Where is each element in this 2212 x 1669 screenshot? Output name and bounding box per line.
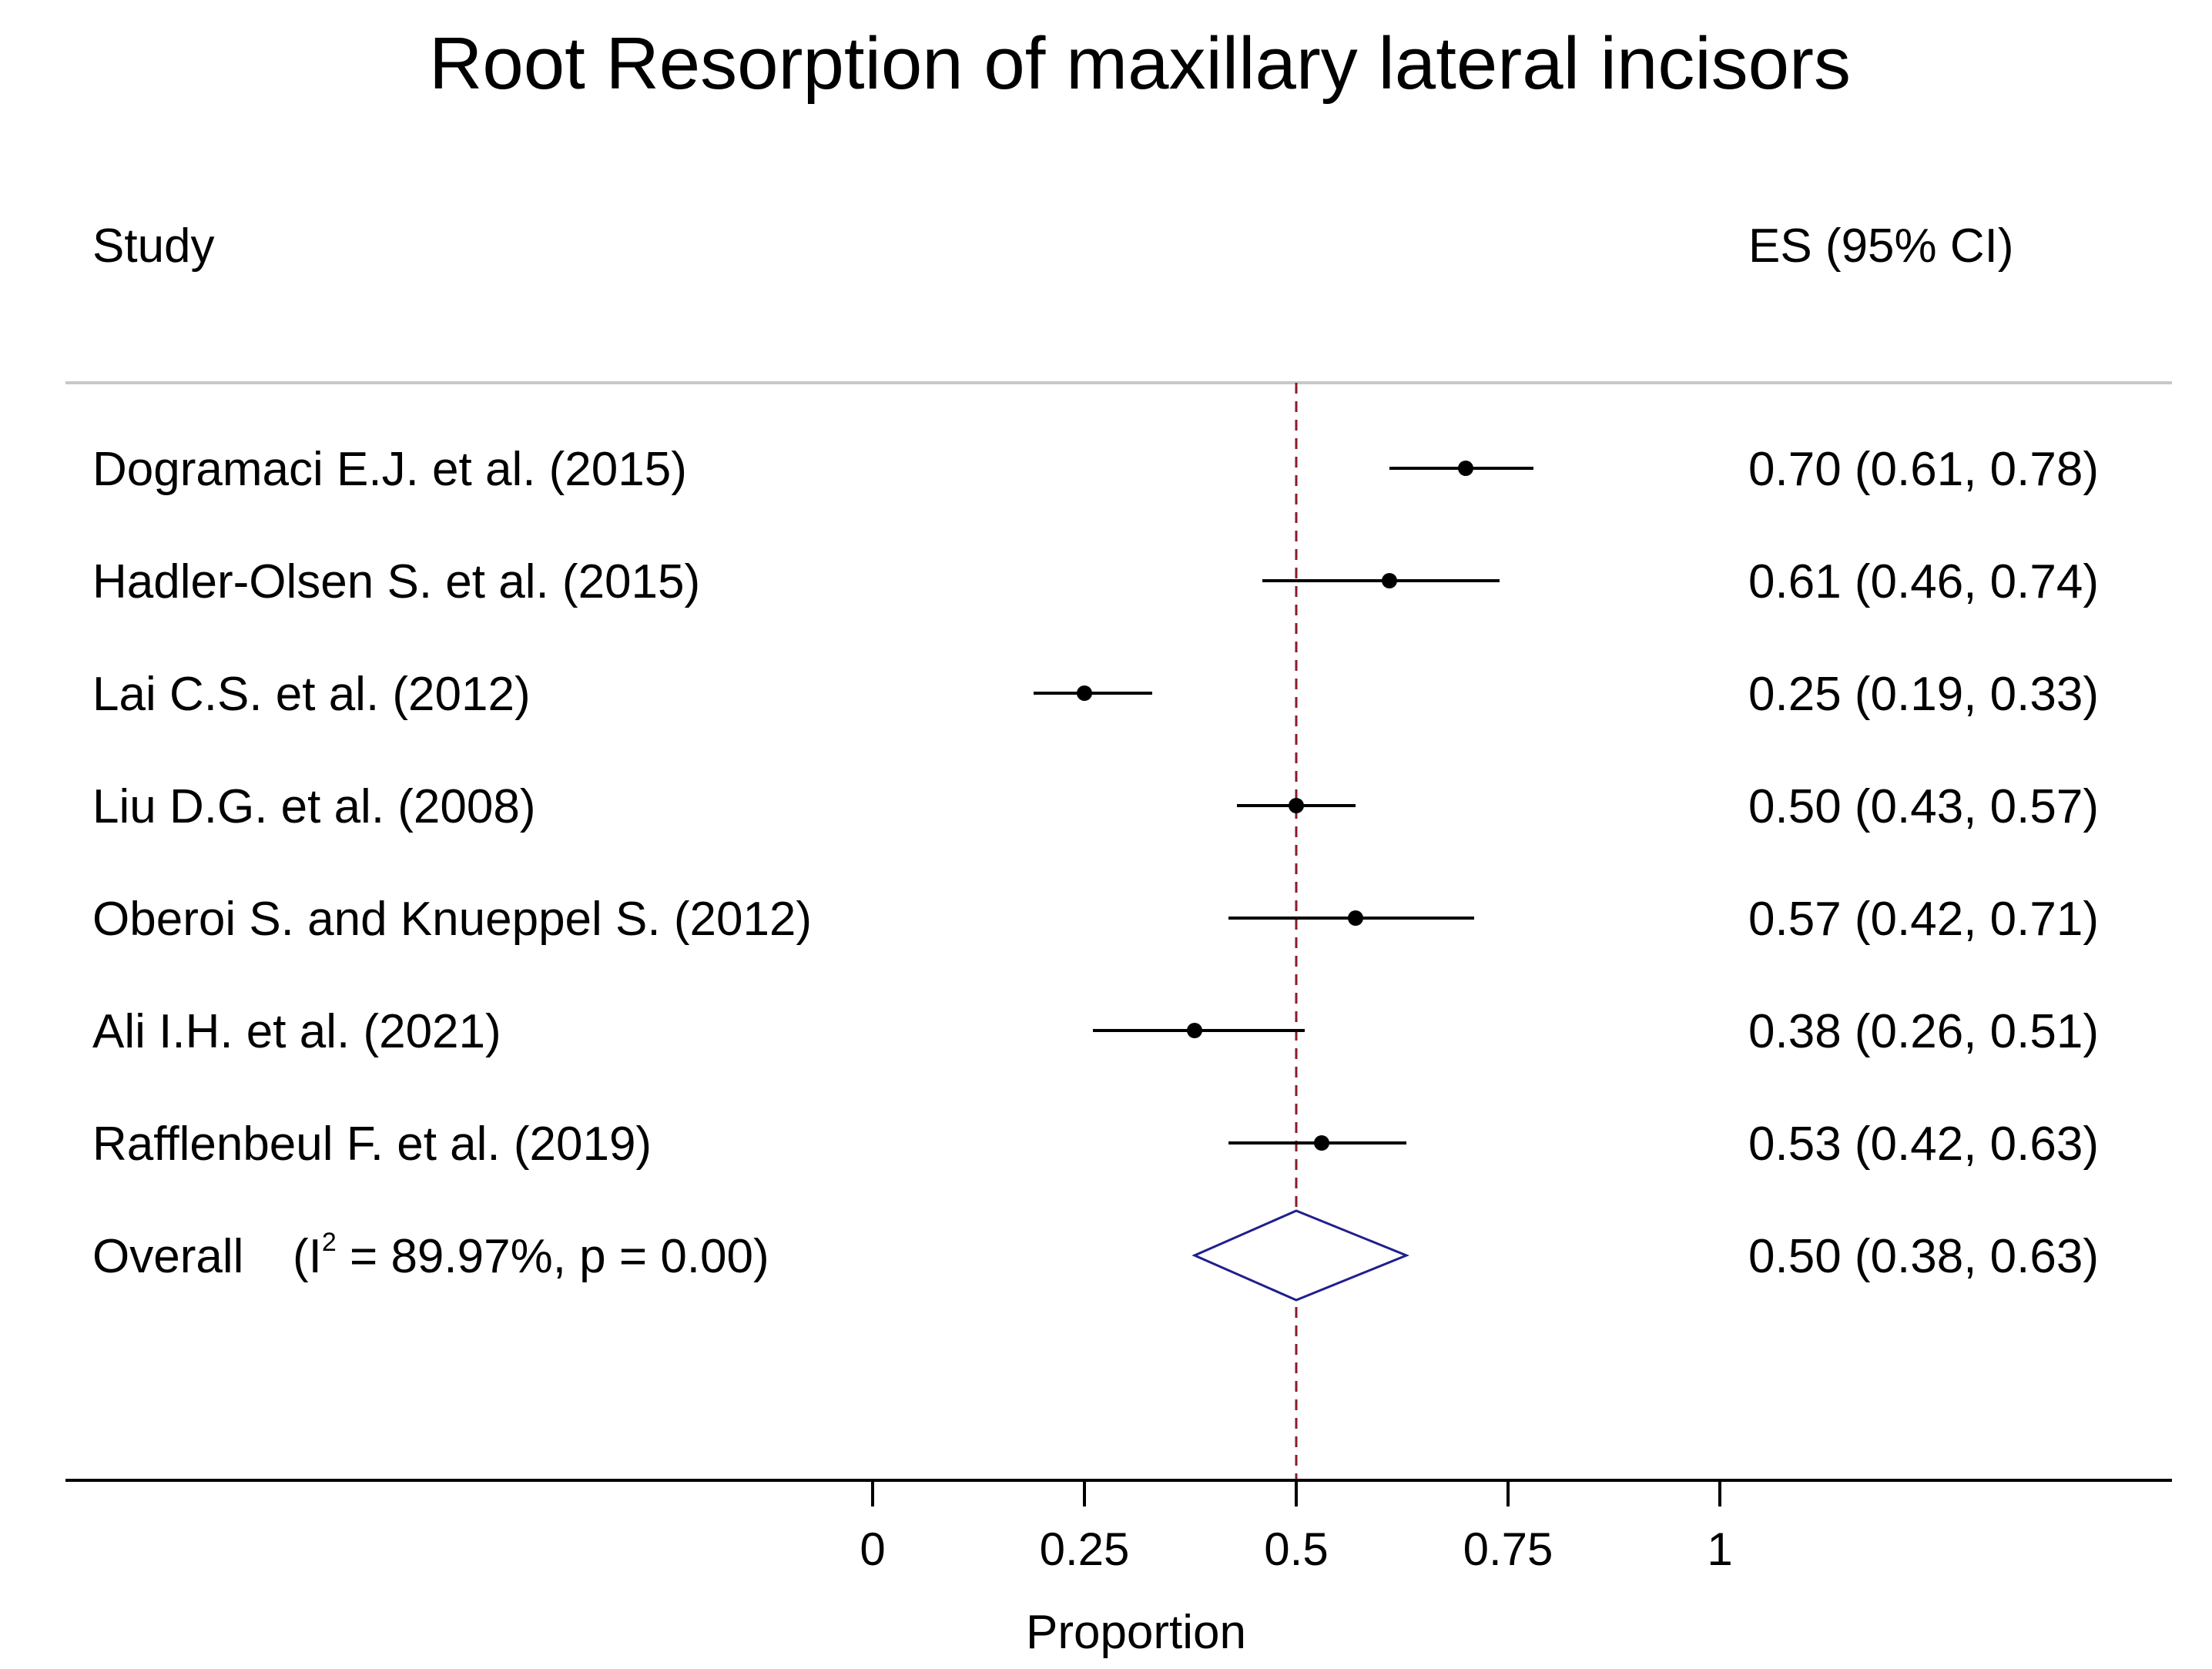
study-label: Rafflenbeul F. et al. (2019) — [92, 1118, 652, 1171]
study-label: Ali I.H. et al. (2021) — [92, 1005, 501, 1058]
study-label: Hadler-Olsen S. et al. (2015) — [92, 555, 700, 608]
overall-diamond — [1191, 1209, 1409, 1302]
heterogeneity-prefix: (I — [293, 1230, 322, 1283]
point-estimate — [1289, 798, 1304, 813]
point-estimate — [1458, 461, 1473, 476]
heterogeneity-suffix: = 89.97%, p = 0.00) — [337, 1230, 769, 1283]
x-tick-label: 1 — [1707, 1523, 1732, 1575]
study-column-header: Study — [92, 220, 215, 273]
plot-layer: Dogramaci E.J. et al. (2015) 0.70 (0.61, … — [65, 383, 2172, 1659]
x-axis-label: Proportion — [1026, 1606, 1246, 1659]
x-tick-label: 0.75 — [1463, 1523, 1553, 1575]
x-tick-label: 0.25 — [1040, 1523, 1130, 1575]
study-label: Oberoi S. and Knueppel S. (2012) — [92, 893, 812, 946]
es-value: 0.57 (0.42, 0.71) — [1748, 893, 2099, 946]
es-column-header: ES (95% CI) — [1748, 220, 2014, 273]
es-value: 0.25 (0.19, 0.33) — [1748, 668, 2099, 721]
x-tick-label: 0.5 — [1264, 1523, 1328, 1575]
es-value: 0.61 (0.46, 0.74) — [1748, 555, 2099, 608]
overall-label: Overall — [92, 1230, 243, 1283]
es-value: 0.70 (0.61, 0.78) — [1748, 443, 2099, 496]
es-value: 0.50 (0.43, 0.57) — [1748, 780, 2099, 833]
x-tick-label: 0 — [860, 1523, 885, 1575]
study-label: Lai C.S. et al. (2012) — [92, 668, 531, 721]
study-label: Liu D.G. et al. (2008) — [92, 780, 536, 833]
es-value: 0.38 (0.26, 0.51) — [1748, 1005, 2099, 1058]
point-estimate — [1348, 910, 1363, 926]
overall-es-value: 0.50 (0.38, 0.63) — [1748, 1230, 2099, 1283]
es-value: 0.53 (0.42, 0.63) — [1748, 1118, 2099, 1171]
heterogeneity-stat: (I2 = 89.97%, p = 0.00) — [293, 1228, 769, 1283]
point-estimate — [1382, 573, 1397, 588]
chart-title: Root Resorption of maxillary lateral inc… — [429, 22, 1851, 105]
point-estimate — [1187, 1023, 1202, 1038]
study-label: Dogramaci E.J. et al. (2015) — [92, 443, 687, 496]
point-estimate — [1314, 1135, 1329, 1151]
point-estimate — [1077, 685, 1092, 701]
heterogeneity-superscript: 2 — [322, 1228, 337, 1257]
